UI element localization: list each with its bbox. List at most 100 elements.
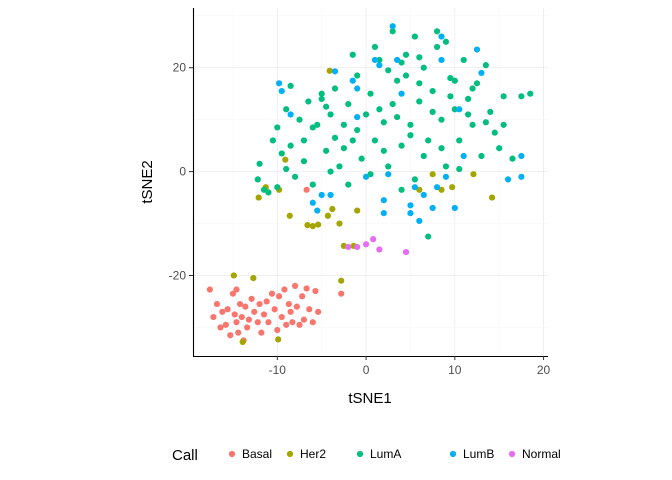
point-lumb [460,152,467,160]
point-lumb [354,113,361,121]
point-her2 [286,212,293,219]
legend-label-luma: LumA [370,447,401,461]
point-luma [473,80,481,87]
point-luma [354,72,361,79]
point-luma [254,176,261,183]
point-basal [233,286,240,293]
point-luma [323,147,330,154]
point-luma [527,90,534,97]
point-lumb [287,111,294,118]
point-lumb [429,204,436,212]
x-tick-label: 20 [537,363,551,377]
point-basal [278,313,285,321]
point-her2 [336,220,343,227]
point-basal [233,319,240,326]
point-basal [231,311,238,318]
point-basal [229,290,237,297]
point-her2 [282,156,289,163]
point-luma [318,90,325,97]
point-her2 [275,336,282,343]
point-lumb [416,217,423,225]
y-tick-label: 20 [173,61,187,75]
point-her2 [315,221,322,228]
point-luma [420,152,427,160]
point-luma [318,95,325,102]
point-lumb [407,202,414,209]
point-luma [389,28,396,35]
legend-key-luma [356,450,364,458]
legend-key-her2 [286,450,294,458]
point-luma [420,64,427,71]
legend-label-lumb: LumB [463,447,494,461]
point-luma [336,163,343,170]
point-lumb [411,184,418,191]
point-basal [254,319,261,326]
x-tick-label: 0 [363,363,370,377]
point-luma [345,100,352,108]
point-luma [309,124,316,131]
point-luma [278,150,285,157]
point-luma [416,80,423,87]
point-lumb [518,152,525,160]
point-basal [306,306,313,313]
point-basal [268,290,276,297]
point-her2 [429,171,436,178]
point-lumb [420,191,427,199]
point-luma [469,121,476,128]
point-luma [438,145,445,152]
point-her2 [230,272,237,279]
point-normal [354,243,361,251]
point-lumb [451,204,458,212]
point-luma [394,113,401,121]
point-lumb [331,68,339,75]
point-luma [411,176,418,183]
point-basal [251,308,258,315]
point-luma [345,181,352,188]
point-luma [274,124,281,131]
x-tick-label: -10 [269,363,287,377]
point-lumb [438,56,445,64]
point-basal [283,321,290,328]
point-basal [303,285,310,292]
point-her2 [449,184,456,191]
y-axis-title: tSNE2 [139,160,156,203]
point-basal [275,293,283,300]
point-basal [244,324,251,331]
point-basal [271,306,278,313]
point-luma [376,56,383,64]
legend-key-normal [508,450,516,458]
point-luma [433,28,441,35]
point-luma [300,158,308,165]
point-luma [323,103,330,110]
point-luma [429,108,436,115]
scatter-points [206,23,534,346]
point-basal [299,293,306,300]
point-her2 [470,171,477,178]
point-luma [354,126,361,134]
grid-lines [193,8,548,356]
point-luma [256,160,263,167]
point-luma [500,93,507,100]
legend-key-lumb [449,450,457,458]
point-lumb [398,90,405,97]
point-luma [416,98,423,105]
y-tick-label: 0 [179,165,186,179]
point-basal [210,313,217,321]
point-luma [291,173,299,180]
point-lumb [314,207,321,214]
point-luma [327,111,334,118]
point-luma [509,155,516,162]
point-luma [429,88,436,95]
point-lumb [318,191,325,199]
point-luma [398,142,405,149]
point-her2 [338,277,345,284]
point-her2 [239,338,246,346]
point-luma [465,111,472,118]
point-luma [456,165,463,173]
point-lumb [504,176,512,183]
point-lumb [349,77,356,84]
point-lumb [394,56,401,64]
point-luma [287,82,294,90]
point-luma [340,121,347,128]
